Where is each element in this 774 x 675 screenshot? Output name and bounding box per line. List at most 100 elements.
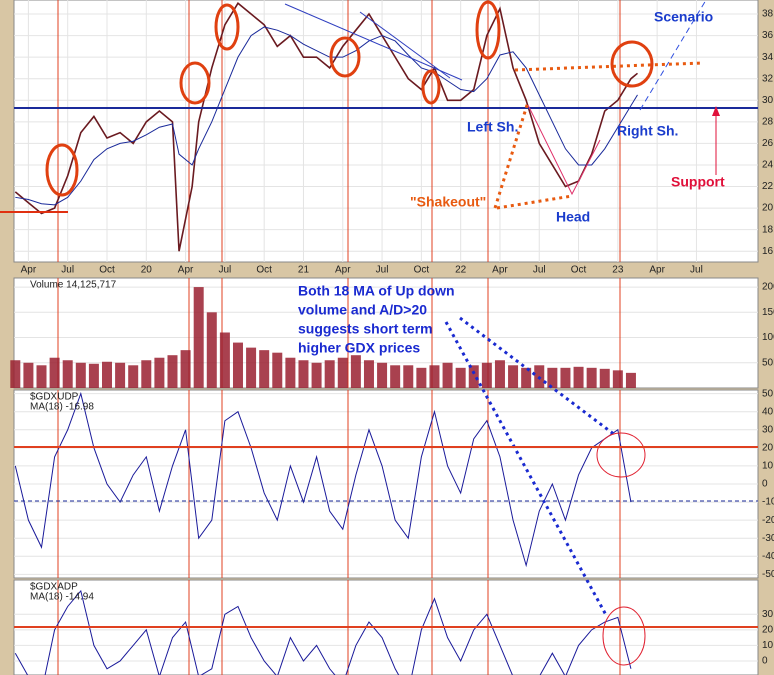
note-line: volume and A/D>20 xyxy=(298,302,427,318)
y-tick-label: 50M xyxy=(762,357,774,368)
y-tick-label: 20 xyxy=(762,624,774,635)
bar xyxy=(180,350,191,388)
ellipse xyxy=(179,61,211,105)
bar xyxy=(508,365,519,388)
bar xyxy=(285,357,296,388)
y-tick-label: 10 xyxy=(762,640,774,651)
panel-title: $GDXUDP xyxy=(30,392,79,403)
annotation: Right Sh. xyxy=(617,123,678,139)
y-tick-label: -30 xyxy=(762,533,774,544)
arrow-head xyxy=(712,106,720,116)
bar xyxy=(246,347,257,388)
ellipse xyxy=(475,0,501,60)
y-tick-label: 38 xyxy=(762,9,774,20)
bar xyxy=(363,360,374,388)
y-tick-label: -10 xyxy=(762,497,774,508)
bar xyxy=(115,362,126,388)
x-tick-label: Apr xyxy=(178,265,194,276)
bar xyxy=(547,367,558,388)
x-tick-label: 22 xyxy=(455,265,467,276)
bar xyxy=(75,362,86,388)
annotation: Head xyxy=(556,209,590,225)
bar xyxy=(521,367,532,388)
ellipse xyxy=(421,69,441,105)
bar xyxy=(377,362,388,388)
trend-line xyxy=(359,11,451,79)
trend-line xyxy=(284,3,463,81)
y-tick-label: 0 xyxy=(762,479,768,490)
ellipse xyxy=(596,432,646,478)
bar xyxy=(36,365,47,388)
bar xyxy=(193,287,204,388)
bar xyxy=(23,362,34,388)
note-line: higher GDX prices xyxy=(298,340,420,356)
x-tick-label: 21 xyxy=(298,265,310,276)
bar xyxy=(599,368,610,388)
x-tick-label: Apr xyxy=(335,265,351,276)
y-tick-label: 0 xyxy=(762,656,768,667)
y-tick-label: -40 xyxy=(762,551,774,562)
bar xyxy=(337,357,348,388)
series-line xyxy=(14,589,632,675)
ellipse xyxy=(610,40,654,88)
bar xyxy=(390,365,401,388)
x-tick-label: Oct xyxy=(571,265,587,276)
bar xyxy=(154,357,165,388)
panel: 50M 100M 150M 200M Volume 14,125,717 xyxy=(10,277,774,389)
bar xyxy=(494,360,505,388)
y-tick-label: 20 xyxy=(762,203,774,214)
y-tick-label: 40 xyxy=(762,406,774,417)
y-tick-label: 10 xyxy=(762,461,774,472)
x-tick-label: Jul xyxy=(533,265,546,276)
panel: -50 -40 -30 -20 -10 0 10 20 30 40 50 $GDXUDPMA(18) … xyxy=(13,388,774,580)
annotations-layer: Scenario Left Sh. Right Sh. Support "Shakeou… xyxy=(0,0,758,666)
bar xyxy=(350,355,361,388)
panel-title: $GDXADP xyxy=(30,582,78,593)
y-tick-label: 20 xyxy=(762,442,774,453)
y-tick-label: 24 xyxy=(762,160,774,171)
bar xyxy=(560,367,571,388)
x-tick-label: Apr xyxy=(492,265,508,276)
y-tick-label: 200M xyxy=(762,282,774,293)
neckline xyxy=(514,61,703,72)
bar xyxy=(324,360,335,388)
bar xyxy=(219,332,230,388)
x-tick-label: Jul xyxy=(690,265,703,276)
y-tick-label: 18 xyxy=(762,224,774,235)
bar xyxy=(49,357,60,388)
y-tick-label: -50 xyxy=(762,569,774,580)
y-tick-label: 30 xyxy=(762,95,774,106)
x-tick-label: 20 xyxy=(141,265,153,276)
plot-area xyxy=(13,0,759,263)
bar xyxy=(455,367,466,388)
y-tick-label: 26 xyxy=(762,138,774,149)
bar xyxy=(311,362,322,388)
panel-subtitle: MA(18) -16.98 xyxy=(30,402,94,413)
ellipse xyxy=(214,3,240,51)
x-tick-label: Apr xyxy=(21,265,37,276)
bar xyxy=(481,362,492,388)
y-tick-label: 32 xyxy=(762,73,774,84)
ellipse xyxy=(329,36,361,78)
scenario-line xyxy=(639,0,707,111)
x-tick-label: Jul xyxy=(376,265,389,276)
bar xyxy=(141,360,152,388)
ellipse xyxy=(602,606,646,666)
bar xyxy=(429,365,440,388)
annotation: Left Sh. xyxy=(467,119,518,135)
note-line: suggests short term xyxy=(298,321,433,337)
y-tick-label: 36 xyxy=(762,30,774,41)
bar xyxy=(612,370,623,388)
y-tick-label: 50 xyxy=(762,388,774,399)
y-tick-label: 16 xyxy=(762,246,774,257)
bar xyxy=(62,360,73,388)
x-tick-label: Jul xyxy=(218,265,231,276)
bar xyxy=(573,366,584,388)
ellipse xyxy=(45,143,79,197)
y-tick-label: -20 xyxy=(762,515,774,526)
bar xyxy=(298,360,309,388)
x-tick-label: 23 xyxy=(612,265,624,276)
x-tick-label: Oct xyxy=(414,265,430,276)
bar xyxy=(206,312,217,388)
